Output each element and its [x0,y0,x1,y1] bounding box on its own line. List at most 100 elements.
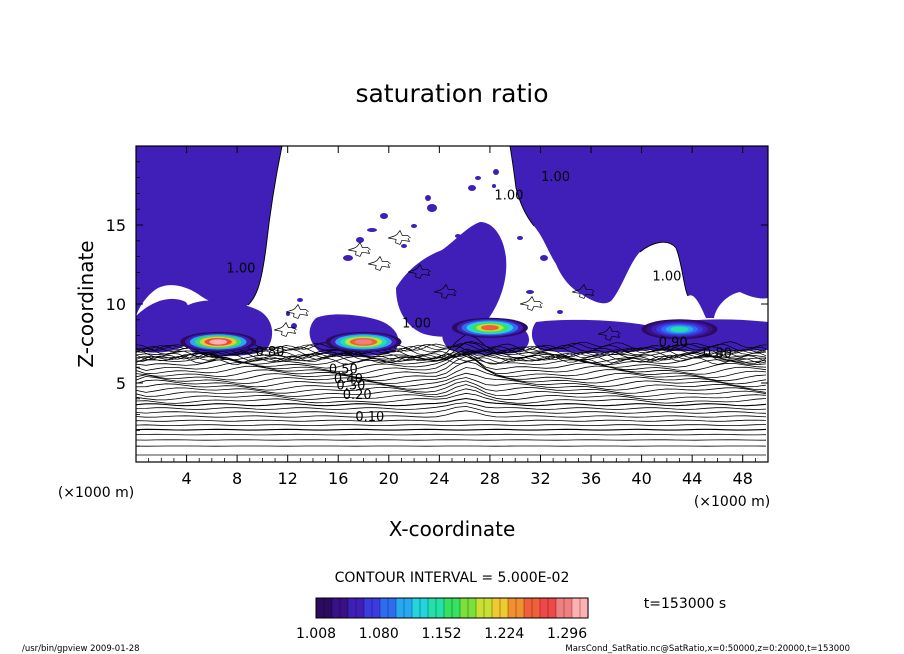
contour-label: 1.00 [652,269,681,284]
colorbar-segment [579,597,589,619]
contour-line [572,283,595,299]
contour-line [598,325,621,341]
contour-label: 0.90 [659,336,688,351]
time-label: t=153000 s [644,596,726,612]
colorbar-segment [403,597,413,619]
contour-line [136,410,767,418]
colorbar-segment [395,597,405,619]
colorbar-segment [379,597,389,619]
contour-line [136,433,767,436]
x-tick-label: 28 [480,469,500,488]
contour-line [136,397,767,407]
contour-line [136,355,767,366]
x-axis-title: X-coordinate [389,517,516,541]
contour-label: 1.00 [226,261,255,276]
contour-interval-text: CONTOUR INTERVAL = 5.000E-02 [335,570,570,586]
contour-line [136,405,767,414]
contour-line [136,428,767,431]
contour-line [509,146,535,227]
colorbar [315,597,589,619]
y-tick-label: 15 [106,216,126,235]
contour-label: 0.30 [336,378,365,393]
colorbar-segment [451,597,461,619]
colorbar-segment [491,597,501,619]
contour-label: 0.10 [355,410,384,425]
contour-line [136,333,767,361]
contour-line [136,392,767,404]
fill-blob [468,185,476,191]
fill-left-strip [136,319,155,346]
contour-line [388,229,411,245]
colorbar-segment [315,597,325,619]
contour-label: 0.80 [703,347,732,362]
fill-blob [425,195,431,201]
chart-title: saturation ratio [355,79,548,108]
contour-line [136,352,767,362]
contour-line [136,377,767,391]
fill-blob [286,312,290,316]
colorbar-segment [523,597,533,619]
y-axis-ticks: 5 10 15 [106,161,768,447]
colorbar-segment [547,597,557,619]
colorbar-segment [387,597,397,619]
z-unit-label: (×1000 m) [58,485,134,501]
x-unit-label: (×1000 m) [694,494,770,510]
footer-right: MarsCond_SatRatio.nc@SatRatio,x=0:50000,… [565,644,850,654]
colorbar-segment [411,597,421,619]
fill-blob [356,237,364,243]
colorbar-segment [499,597,509,619]
colorbar-tick-label: 1.296 [547,626,587,642]
colorbar-segment [323,597,333,619]
cell-level [209,339,228,345]
fill-blob [343,255,353,261]
contour-label: 1.00 [541,170,570,185]
contour-line [247,146,283,306]
contour-label: 1.00 [402,317,431,332]
fill-blob [540,255,548,261]
fill-center-b [396,222,507,337]
contour-label: 0.80 [256,345,285,360]
colorbar-segment [475,597,485,619]
colorbar-segment [555,597,565,619]
plot-area [136,146,768,456]
cell-level [354,339,373,345]
contour-line [408,263,431,279]
fill-blob [411,224,417,228]
colorbar-segment [539,597,549,619]
supersaturated-cells [180,317,718,352]
x-tick-label: 20 [379,469,399,488]
cell-level [481,325,499,331]
x-tick-label: 4 [181,469,191,488]
contour-line [348,241,371,257]
x-tick-label: 32 [530,469,550,488]
x-tick-label: 16 [328,469,348,488]
colorbar-segment [331,597,341,619]
contour-line [136,353,767,376]
fill-blob [475,176,481,180]
colorbar-segment [483,597,493,619]
y-tick-label: 10 [106,295,126,314]
fill-blob [401,244,407,248]
colorbar-segment [419,597,429,619]
x-tick-label: 8 [232,469,242,488]
fill-blob [557,310,563,314]
x-axis-ticks: 4 8 12 16 20 24 28 32 36 40 44 48 [148,146,756,488]
contour-label: 0.50 [329,363,358,378]
contour-label: 1.00 [494,189,523,204]
contour-line [136,354,767,364]
contour-line [136,344,767,355]
contour-line [136,419,767,422]
contour-line [434,283,457,299]
contour-line [639,241,689,297]
cell-level [670,326,689,332]
contour-line [136,424,767,427]
colorbar-segment [515,597,525,619]
fill-blob [380,213,388,219]
x-tick-label: 44 [682,469,702,488]
colorbar-segment [459,597,469,619]
contour-line [136,380,767,394]
colorbar-tick-label: 1.152 [421,626,461,642]
fill-blob [427,204,437,212]
colorbar-segment [355,597,365,619]
